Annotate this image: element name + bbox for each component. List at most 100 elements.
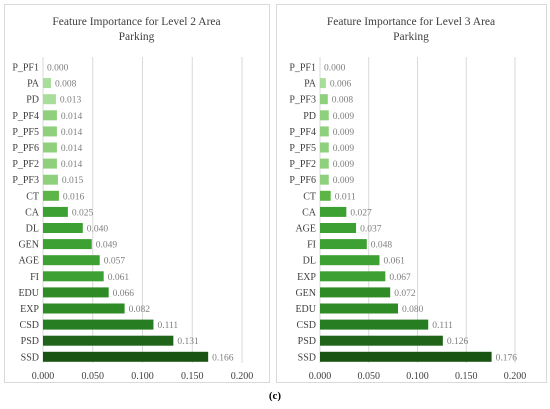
category-label: PA <box>304 79 317 90</box>
category-label: GEN <box>295 288 316 299</box>
x-tick-label: 0.150 <box>455 371 478 382</box>
value-label: 0.048 <box>371 241 393 251</box>
bar <box>320 110 329 121</box>
bar <box>43 190 59 201</box>
bar <box>43 126 57 137</box>
bar <box>43 351 209 362</box>
value-label: 0.025 <box>72 208 94 218</box>
bar <box>43 174 58 185</box>
category-label: CA <box>302 207 317 218</box>
category-label: P_PF5 <box>12 127 39 138</box>
figure-caption: (c) <box>268 390 282 402</box>
category-label: CSD <box>297 320 316 331</box>
chart-title: Feature Importance for Level 3 Area <box>327 16 495 28</box>
bar <box>43 239 92 250</box>
bar <box>43 223 83 233</box>
value-label: 0.072 <box>394 289 416 299</box>
value-label: 0.009 <box>333 112 355 122</box>
value-label: 0.013 <box>60 96 82 106</box>
value-label: 0.080 <box>402 305 424 315</box>
category-label: CT <box>303 191 316 202</box>
value-label: 0.061 <box>383 257 405 267</box>
bar <box>43 255 100 266</box>
value-label: 0.009 <box>333 144 355 154</box>
chart-panel-level2: Feature Importance for Level 2 Area Parki… <box>4 4 270 383</box>
category-label: PD <box>26 95 39 106</box>
category-label: P_PF3 <box>289 95 316 106</box>
value-label: 0.057 <box>104 257 126 267</box>
value-label: 0.014 <box>61 144 83 154</box>
value-label: 0.061 <box>108 273 130 283</box>
bar <box>43 110 57 121</box>
category-label: P_PF1 <box>289 63 316 74</box>
chart-title: Parking <box>119 31 155 43</box>
value-label: 0.126 <box>447 337 469 347</box>
value-label: 0.008 <box>55 80 77 90</box>
bar <box>320 190 331 201</box>
value-label: 0.015 <box>62 176 84 186</box>
value-label: 0.049 <box>96 241 118 251</box>
bar <box>43 335 174 346</box>
value-label: 0.014 <box>61 112 83 122</box>
x-tick-label: 0.050 <box>82 371 105 382</box>
bar <box>320 78 326 89</box>
category-label: P_PF6 <box>289 175 316 186</box>
bar <box>320 239 367 250</box>
category-label: P_PF3 <box>12 175 39 186</box>
bar <box>320 255 380 266</box>
category-label: PD <box>303 111 316 122</box>
bar <box>320 174 329 185</box>
value-label: 0.009 <box>333 160 355 170</box>
bar <box>320 142 329 153</box>
category-label: CT <box>26 191 39 202</box>
chart-title: Feature Importance for Level 2 Area <box>52 16 220 28</box>
bar <box>43 287 109 298</box>
category-label: PA <box>27 79 40 90</box>
bar <box>43 94 56 105</box>
bar <box>43 158 57 169</box>
bar <box>43 206 68 217</box>
bar <box>43 78 51 89</box>
category-label: P_PF2 <box>12 159 39 170</box>
value-label: 0.009 <box>333 176 355 186</box>
chart-title: Parking <box>393 31 429 43</box>
category-label: P_PF4 <box>12 111 39 122</box>
bar <box>320 319 429 330</box>
category-label: CSD <box>20 320 39 331</box>
category-label: EXP <box>20 304 39 315</box>
x-tick-label: 0.200 <box>231 371 254 382</box>
bar <box>320 287 391 298</box>
bar <box>320 126 329 137</box>
value-label: 0.166 <box>212 353 234 363</box>
bar <box>320 351 492 362</box>
value-label: 0.066 <box>113 289 135 299</box>
value-label: 0.027 <box>350 208 372 218</box>
category-label: SSD <box>21 352 39 363</box>
value-label: 0.111 <box>157 321 178 331</box>
category-label: EDU <box>18 288 39 299</box>
category-label: P_PF2 <box>289 159 316 170</box>
bar <box>320 271 386 282</box>
category-label: CA <box>25 207 40 218</box>
value-label: 0.131 <box>177 337 199 347</box>
value-label: 0.014 <box>61 160 83 170</box>
category-label: P_PF4 <box>289 127 316 138</box>
bar <box>320 206 347 217</box>
value-label: 0.111 <box>432 321 453 331</box>
value-label: 0.000 <box>324 64 346 74</box>
x-tick-label: 0.000 <box>309 371 332 382</box>
value-label: 0.011 <box>335 192 356 202</box>
value-label: 0.176 <box>496 353 518 363</box>
category-label: AGE <box>295 224 316 235</box>
x-tick-label: 0.200 <box>504 371 527 382</box>
category-label: PSD <box>21 336 39 347</box>
value-label: 0.014 <box>61 128 83 138</box>
chart-panel-level3: Feature Importance for Level 3 Area Parki… <box>276 4 547 383</box>
bar <box>43 271 104 282</box>
category-label: DL <box>303 256 316 267</box>
bar <box>43 303 125 314</box>
bar <box>320 94 328 105</box>
category-label: AGE <box>18 256 39 267</box>
x-tick-label: 0.150 <box>181 371 204 382</box>
